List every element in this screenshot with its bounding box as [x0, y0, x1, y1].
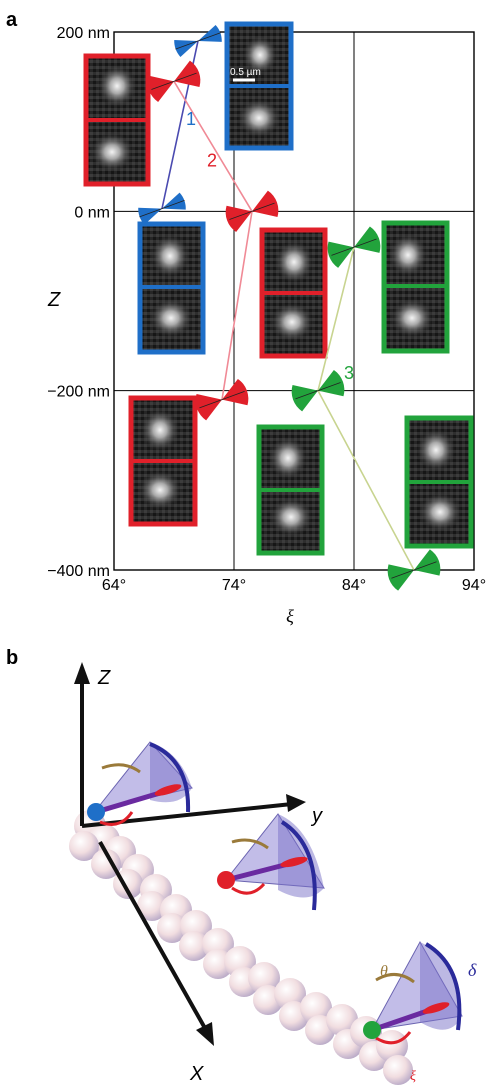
dipole-cone-blue [87, 741, 193, 826]
marker-blue [87, 803, 105, 821]
panel-a-label: a [6, 9, 18, 31]
image-inset-red-3 [128, 395, 198, 527]
x-axis-label: ξ [286, 606, 294, 626]
orientation-marker [195, 378, 249, 421]
x-tick-label: 64° [102, 577, 126, 594]
angle-label-delta: δ [468, 960, 477, 980]
orientation-marker [387, 549, 441, 591]
orientation-marker [174, 24, 222, 57]
panel-b-label: b [6, 647, 18, 669]
y-tick-label: 0 nm [74, 204, 110, 221]
plot-frame [113, 31, 475, 571]
image-inset-green-1 [381, 220, 450, 354]
plot-area: 200 nm 0 nm −200 nm −400 nm 64° 74° 84° 94° [47, 25, 486, 594]
y-axis-label: Z [47, 289, 61, 311]
image-inset-green-2 [256, 424, 325, 556]
image-inset-blue-2 [137, 221, 206, 355]
orientation-marker [291, 369, 345, 412]
y-tick-labels: 200 nm 0 nm −200 nm −400 nm [47, 25, 110, 580]
series-label-1: 1 [186, 109, 196, 129]
y-tick-label: −200 nm [47, 384, 110, 401]
scale-bar-label: 0.5 µm [230, 67, 261, 78]
orientation-marker [327, 226, 381, 268]
image-inset-green-3 [404, 415, 474, 549]
dipole-cone-green [363, 940, 463, 1045]
orientation-marker [225, 190, 279, 233]
x-tick-label: 74° [222, 577, 246, 594]
orientation-marker [138, 192, 186, 225]
image-inset-red-1 [83, 53, 151, 187]
filament-beads [69, 810, 413, 1085]
y-tick-label: 200 nm [57, 25, 110, 42]
image-inset-red-2 [259, 227, 328, 359]
axis-label-x: X [189, 1063, 204, 1085]
angle-label-xi: ξ [410, 1069, 416, 1084]
image-inset-blue-1: 0.5 µm [224, 21, 294, 151]
x-tick-label: 94° [462, 577, 486, 594]
y-tick-label: −400 nm [47, 563, 110, 580]
series-label-3: 3 [344, 363, 354, 383]
dipole-cone-red [217, 813, 325, 911]
series-label-2: 2 [207, 150, 217, 170]
marker-green [363, 1021, 381, 1039]
angle-label-theta: θ [380, 963, 388, 980]
axis-label-z: Z [97, 667, 111, 689]
x-tick-label: 84° [342, 577, 366, 594]
orientation-marker [147, 60, 201, 102]
axis-label-y: y [310, 805, 323, 827]
x-tick-labels: 64° 74° 84° 94° [102, 577, 486, 594]
marker-red [217, 871, 235, 889]
trajectory-series: 1 2 3 [138, 24, 441, 591]
gridlines [114, 32, 474, 570]
